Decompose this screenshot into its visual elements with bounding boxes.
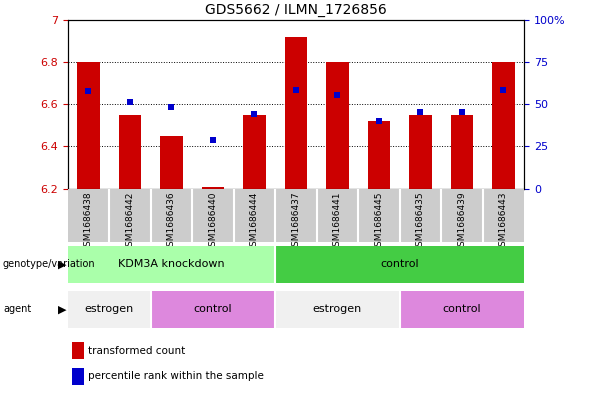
Bar bbox=[151, 291, 275, 328]
Bar bbox=[234, 189, 275, 242]
Text: GSM1686438: GSM1686438 bbox=[84, 191, 93, 252]
Point bbox=[84, 88, 93, 95]
Bar bbox=[483, 189, 524, 242]
Bar bbox=[275, 189, 317, 242]
Bar bbox=[68, 246, 275, 283]
Text: GSM1686440: GSM1686440 bbox=[209, 191, 217, 252]
Bar bbox=[151, 189, 192, 242]
Text: estrogen: estrogen bbox=[85, 305, 134, 314]
Bar bbox=[77, 62, 100, 189]
Bar bbox=[72, 342, 84, 359]
Text: GSM1686442: GSM1686442 bbox=[125, 191, 134, 252]
Point bbox=[125, 99, 135, 105]
Bar bbox=[492, 62, 515, 189]
Bar bbox=[192, 189, 234, 242]
Text: estrogen: estrogen bbox=[313, 305, 362, 314]
Text: GSM1686436: GSM1686436 bbox=[167, 191, 176, 252]
Bar bbox=[317, 189, 358, 242]
Bar bbox=[68, 291, 151, 328]
Text: GSM1686445: GSM1686445 bbox=[375, 191, 383, 252]
Bar bbox=[201, 187, 224, 189]
Text: ▶: ▶ bbox=[58, 259, 66, 269]
Text: GSM1686435: GSM1686435 bbox=[416, 191, 425, 252]
Point bbox=[333, 92, 342, 98]
Point bbox=[250, 110, 259, 117]
Bar bbox=[275, 291, 400, 328]
Bar bbox=[160, 136, 183, 189]
Point bbox=[457, 108, 466, 115]
Bar bbox=[400, 189, 441, 242]
Text: GSM1686439: GSM1686439 bbox=[458, 191, 466, 252]
Bar bbox=[109, 189, 151, 242]
Bar bbox=[451, 115, 474, 189]
Text: genotype/variation: genotype/variation bbox=[3, 259, 95, 269]
Text: transformed count: transformed count bbox=[88, 345, 186, 356]
Bar bbox=[118, 115, 141, 189]
Point bbox=[209, 137, 218, 143]
Text: agent: agent bbox=[3, 305, 31, 314]
Bar bbox=[400, 291, 524, 328]
Text: GSM1686444: GSM1686444 bbox=[250, 191, 259, 252]
Bar bbox=[284, 37, 307, 189]
Text: control: control bbox=[194, 305, 232, 314]
Point bbox=[374, 118, 383, 124]
Text: KDM3A knockdown: KDM3A knockdown bbox=[118, 259, 225, 269]
Point bbox=[167, 104, 176, 110]
Bar bbox=[68, 189, 109, 242]
Text: GSM1686441: GSM1686441 bbox=[333, 191, 342, 252]
Bar bbox=[441, 189, 483, 242]
Text: percentile rank within the sample: percentile rank within the sample bbox=[88, 371, 264, 382]
Point bbox=[416, 108, 425, 115]
Bar bbox=[358, 189, 400, 242]
Point bbox=[292, 87, 301, 94]
Point bbox=[499, 87, 508, 94]
Bar bbox=[368, 121, 391, 189]
Text: GSM1686443: GSM1686443 bbox=[499, 191, 508, 252]
Bar bbox=[275, 246, 524, 283]
Bar bbox=[72, 368, 84, 385]
Bar bbox=[243, 115, 266, 189]
Text: control: control bbox=[443, 305, 481, 314]
Text: ▶: ▶ bbox=[58, 305, 66, 314]
Text: GSM1686437: GSM1686437 bbox=[292, 191, 300, 252]
Bar bbox=[409, 115, 432, 189]
Bar bbox=[326, 62, 349, 189]
Title: GDS5662 / ILMN_1726856: GDS5662 / ILMN_1726856 bbox=[205, 3, 387, 17]
Text: control: control bbox=[380, 259, 419, 269]
